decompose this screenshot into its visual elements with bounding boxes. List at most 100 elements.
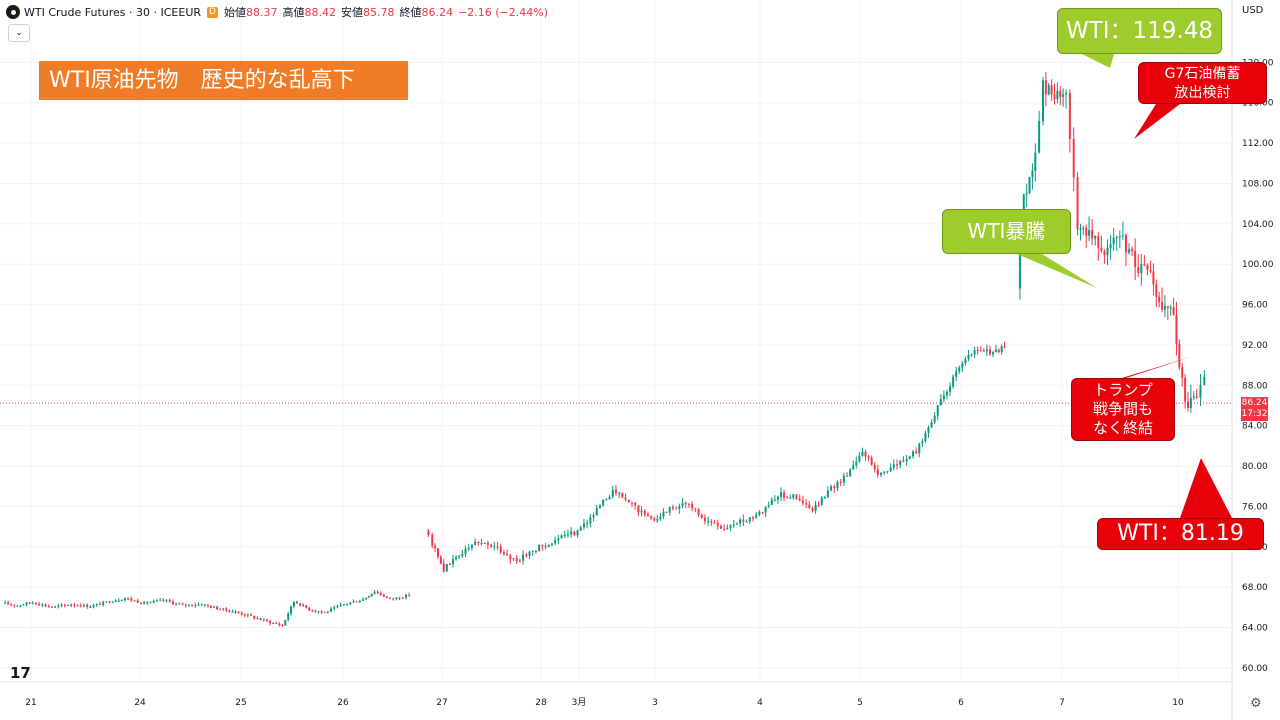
candle-body [1181,367,1184,378]
x-tick-label: 26 [337,698,349,708]
settings-gear-icon[interactable]: ⚙ [1250,696,1262,711]
surge-callout: WTI暴騰 [942,209,1071,254]
candle-body [992,352,995,355]
candle-body [1184,377,1187,402]
candle-body [79,605,82,607]
candle-body [483,542,486,544]
candle-body [573,531,576,536]
candle-body [317,611,320,613]
candle-body [395,597,398,599]
candle-body [880,472,883,475]
candle-body [557,538,560,541]
candle-body [136,600,139,603]
candle-body [970,354,973,356]
candle-body [171,601,174,604]
candle-body [206,604,209,606]
candle-body [867,456,870,458]
candle-body [89,607,92,609]
open-label: 始値 [224,6,247,19]
candle-body [726,528,729,530]
candle-body [789,497,792,499]
candle-body [833,486,836,489]
candle-body [1044,80,1047,95]
candle-body [653,518,656,521]
candle-body [269,621,272,624]
candle-body [668,507,671,513]
candle-body [1079,228,1082,230]
candle-body [461,554,464,557]
candle-body [1146,265,1149,270]
candle-body [222,608,225,610]
candle-body [272,622,275,624]
y-tick-label: 68.00 [1242,583,1268,593]
candle-body [761,511,764,513]
collapse-legend-button[interactable]: ⌄ [8,24,30,42]
candle-body [678,506,681,509]
candle-body [259,618,262,620]
candle-body [1192,396,1195,398]
candle-body [19,605,22,607]
candle-body [76,605,79,607]
candle-body [952,376,955,387]
candle-body [408,594,411,596]
y-tick-label: 112.00 [1242,139,1274,149]
candle-body [817,504,820,506]
candle-body [139,602,142,604]
time-axis: 21 24 25 26 27 28 3月 3 4 5 6 7 10 [0,681,1232,708]
candle-body [801,500,804,504]
candle-body [1088,230,1091,236]
open-value: 88.37 [246,5,278,19]
candle-body [187,604,190,606]
candle-body [656,518,659,521]
candle-body [1161,302,1164,310]
candle-body [102,601,105,605]
candle-body [326,611,329,613]
y-tick-label: 96.00 [1242,301,1268,311]
candle-body [31,602,34,604]
candle-body [776,496,779,500]
candle-body [697,508,700,515]
candle-body [364,597,367,600]
candle-body [671,507,674,509]
candle-body [823,497,826,499]
candle-body [451,559,454,565]
candle-body [184,604,187,606]
currency-selector[interactable]: USD [1242,5,1264,16]
change-value: −2.16 (−2.44%) [458,5,548,19]
tradingview-logo-icon[interactable]: 17 [10,664,31,682]
high-value: 88.42 [304,5,337,19]
candle-body [896,464,899,466]
candle-body [852,465,855,470]
candle-body [1000,346,1003,353]
candle-body [694,508,697,510]
last-price-value: 86.24 [1241,398,1268,408]
candle-body [665,511,668,513]
candle-body [808,504,811,508]
candle-body [640,510,643,513]
candle-body [105,601,108,603]
candle-body [240,613,243,615]
candle-body [786,497,789,499]
candle-body [783,492,786,498]
candle-body [522,554,525,561]
candle-body [915,451,918,454]
candle-body [512,558,515,560]
candle-body [1047,85,1050,95]
candle-body [38,604,41,606]
candle-body [836,481,839,489]
candle-body [256,618,259,620]
candle-body [1003,346,1006,348]
candle-body [608,496,611,500]
symbol-name[interactable]: WTI Crude Futures · 30 · ICEEUR [24,5,202,19]
candle-body [1189,397,1192,408]
close-label: 終値 [399,6,422,19]
candle-body [1059,90,1062,97]
candle-body [1109,244,1112,248]
candle-body [191,604,194,606]
candle-body [133,600,136,602]
candle-body [290,606,293,614]
candle-body [525,554,528,556]
candle-body [1163,306,1166,310]
candle-body [149,602,152,604]
